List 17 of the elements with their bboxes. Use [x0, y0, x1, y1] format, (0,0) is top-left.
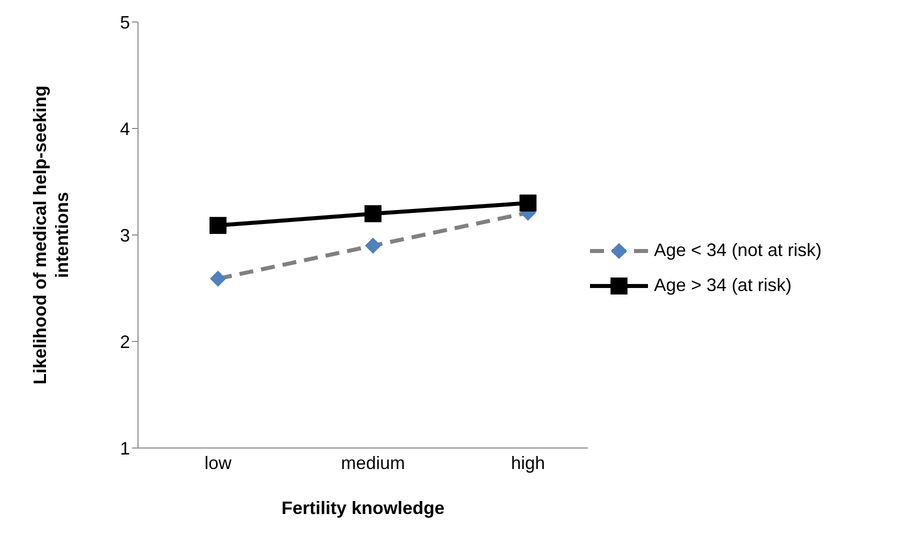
legend-label: Age > 34 (at risk) — [654, 275, 792, 296]
x-tick-label: medium — [340, 452, 406, 473]
y-tick-label: 1 — [120, 438, 130, 458]
x-axis-title: Fertility knowledge — [281, 498, 445, 518]
point — [210, 216, 226, 234]
y-axis-title: Likelihood of medical help-seeking intentions — [30, 85, 72, 385]
point — [210, 270, 226, 286]
legend-label: Age < 34 (not at risk) — [654, 240, 822, 261]
x-tick-label: low — [204, 452, 232, 473]
y-tick-label: 4 — [120, 118, 130, 139]
point — [365, 238, 381, 254]
x-tick-label: high — [510, 452, 546, 473]
y-tick-label: 3 — [120, 225, 130, 246]
point — [364, 205, 382, 222]
y-tick-label: 5 — [120, 12, 130, 32]
point — [520, 194, 536, 212]
y-tick-label: 2 — [120, 332, 130, 352]
